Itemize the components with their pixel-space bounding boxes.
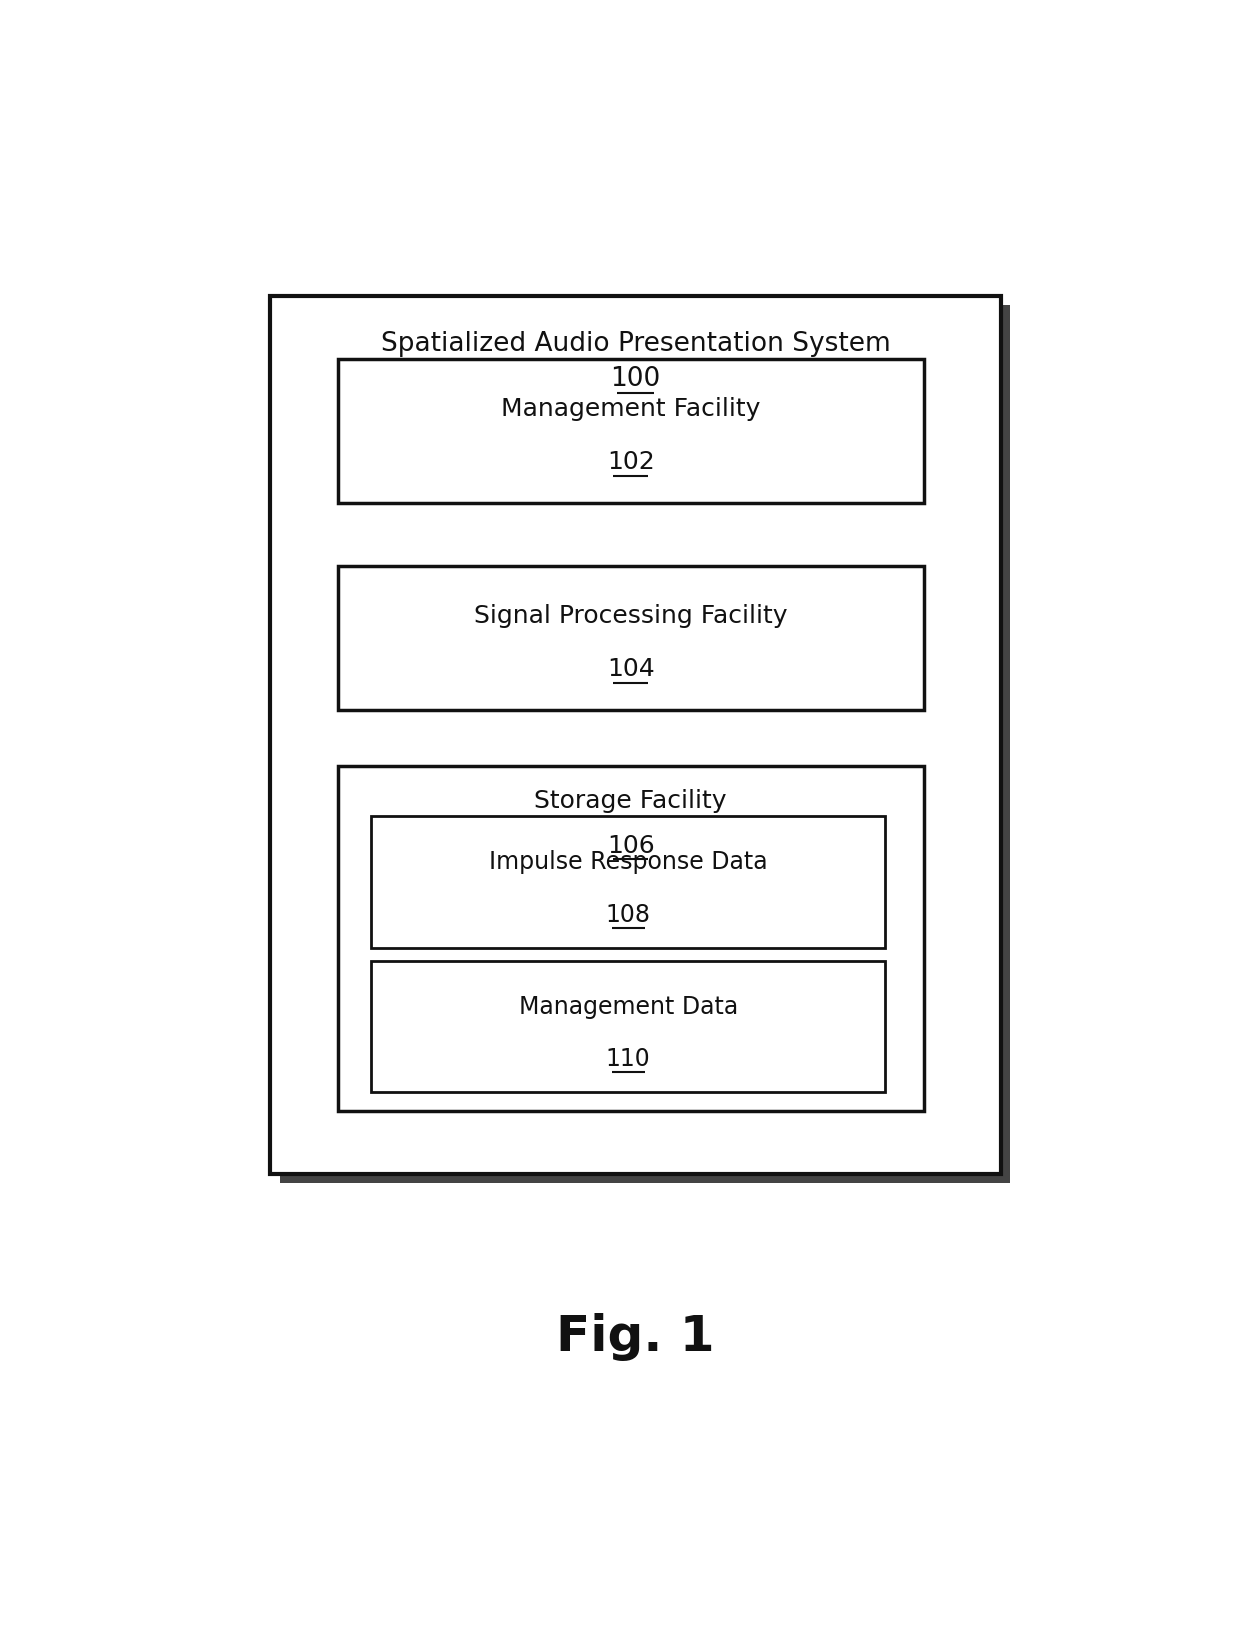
Text: 102: 102 xyxy=(606,450,655,474)
Text: Management Facility: Management Facility xyxy=(501,397,760,420)
Bar xyxy=(345,774,931,1119)
Text: Signal Processing Facility: Signal Processing Facility xyxy=(474,604,787,629)
Text: Impulse Response Data: Impulse Response Data xyxy=(489,850,768,875)
Bar xyxy=(337,766,924,1111)
Text: Fig. 1: Fig. 1 xyxy=(557,1313,714,1360)
Bar xyxy=(337,358,924,503)
Text: Spatialized Audio Presentation System: Spatialized Audio Presentation System xyxy=(381,331,890,357)
Text: 110: 110 xyxy=(606,1047,651,1072)
Text: Storage Facility: Storage Facility xyxy=(534,788,727,813)
Bar xyxy=(270,296,1001,1175)
Bar xyxy=(371,816,885,948)
Text: 104: 104 xyxy=(606,658,655,681)
Text: 100: 100 xyxy=(610,367,661,393)
Bar xyxy=(378,823,892,955)
Text: 108: 108 xyxy=(606,902,651,927)
Bar xyxy=(337,565,924,710)
Text: Management Data: Management Data xyxy=(518,995,738,1018)
Bar xyxy=(378,968,892,1098)
Text: 106: 106 xyxy=(606,834,655,857)
Bar xyxy=(345,367,931,510)
Bar xyxy=(280,305,1011,1183)
Bar xyxy=(345,573,931,717)
Bar xyxy=(371,961,885,1093)
